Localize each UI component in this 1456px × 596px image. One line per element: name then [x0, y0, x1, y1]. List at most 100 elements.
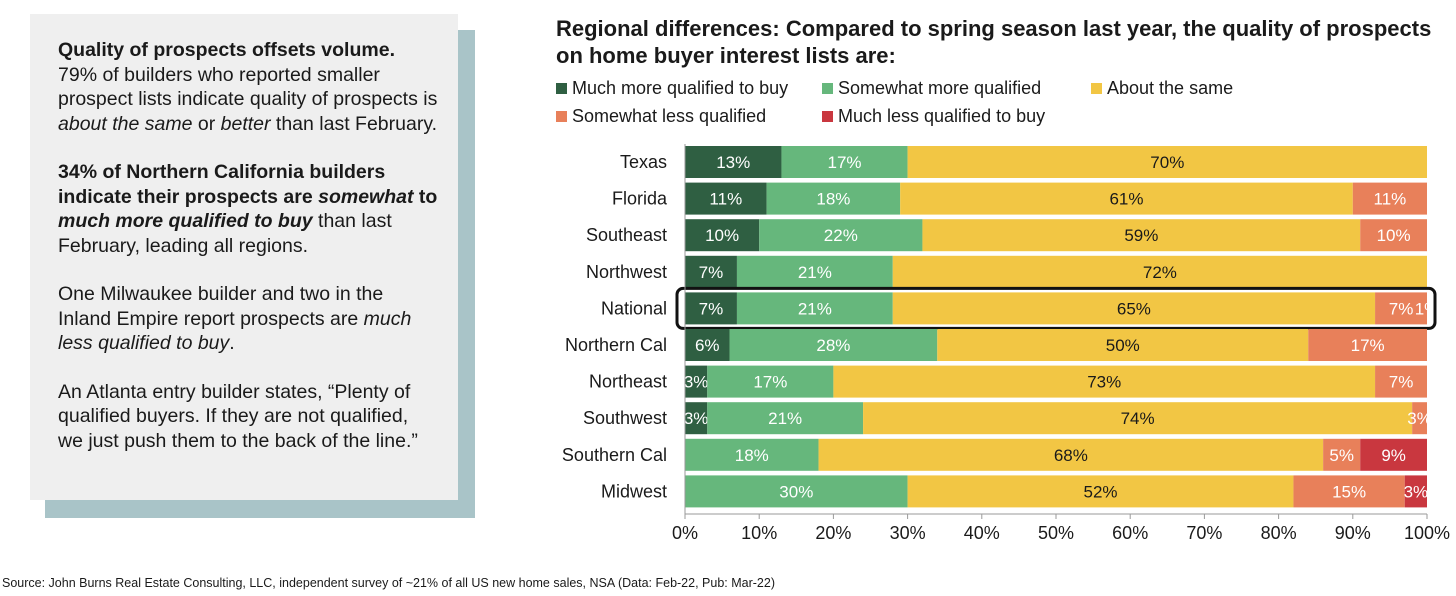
- bar-segment: [1412, 402, 1427, 435]
- x-tick-label: 20%: [815, 523, 851, 543]
- bar-segment: [685, 219, 760, 252]
- bar-segment: [1293, 475, 1405, 508]
- p1-text-a: 79% of builders who reported smaller pro…: [58, 63, 438, 111]
- data-label: 10%: [1377, 226, 1411, 245]
- p1-text-b: or: [192, 112, 221, 135]
- legend-swatch: [556, 111, 567, 122]
- data-label: 22%: [824, 226, 858, 245]
- bar-segment: [922, 219, 1361, 252]
- legend-item-3: Somewhat less qualified: [556, 106, 766, 127]
- commentary-paragraph-1: Quality of prospects offsets volume. 79%…: [58, 38, 438, 136]
- data-label: 7%: [1389, 373, 1414, 392]
- data-label: 68%: [1054, 446, 1088, 465]
- data-label: 13%: [716, 153, 750, 172]
- bar-segment: [685, 438, 819, 471]
- x-tick-label: 30%: [890, 523, 926, 543]
- data-label: 3%: [684, 373, 709, 392]
- data-label: 61%: [1109, 190, 1143, 209]
- data-label: 17%: [1351, 336, 1385, 355]
- legend-label: Much more qualified to buy: [572, 78, 789, 98]
- legend-swatch: [822, 111, 833, 122]
- p2-bold-a: 34% of Northern California builders indi…: [58, 161, 386, 208]
- data-label: 18%: [816, 190, 850, 209]
- chart-title: Regional differences: Compared to spring…: [556, 16, 1432, 68]
- x-tick-label: 90%: [1335, 523, 1371, 543]
- p2-text: than last February, leading all regions.: [58, 210, 392, 257]
- data-label: 74%: [1121, 409, 1155, 428]
- legend-item-1: Somewhat more qualified: [822, 78, 1041, 99]
- data-label: 18%: [735, 446, 769, 465]
- p1-bold: Quality of prospects offsets volume.: [58, 39, 395, 61]
- stacked-bar-chart: Texas 13% 17% 70% Florida 11% 18% 61% 11% Southea…: [562, 144, 1450, 543]
- p2-bold: 34% of Northern California builders indi…: [58, 161, 437, 232]
- bar-segment: [1360, 219, 1427, 252]
- highlight-box: [675, 286, 1437, 330]
- legend-item-2: About the same: [1091, 78, 1233, 99]
- data-label: 73%: [1087, 373, 1121, 392]
- bar-segment: [863, 402, 1413, 435]
- data-label: 70%: [1150, 153, 1184, 172]
- data-label: 5%: [1329, 446, 1354, 465]
- bar-segment: [937, 329, 1309, 361]
- bar-segment: [1375, 365, 1427, 398]
- data-label: 7%: [1389, 299, 1414, 318]
- bar-segment: [1308, 329, 1427, 361]
- data-label: 10%: [705, 226, 739, 245]
- data-label: 7%: [699, 263, 724, 282]
- data-label: 72%: [1143, 263, 1177, 282]
- data-label: 17%: [828, 153, 862, 172]
- data-label: 52%: [1084, 482, 1118, 501]
- legend-item-4: Much less qualified to buy: [822, 106, 1045, 127]
- p2-bold-em2: much more qualified to buy: [58, 210, 313, 232]
- commentary-paragraph-3: One Milwaukee builder and two in the Inl…: [58, 282, 438, 356]
- legend-swatch: [556, 83, 567, 94]
- bar-segment: [685, 365, 708, 398]
- bar-segment: [685, 329, 730, 361]
- bar-segment: [707, 402, 864, 435]
- category-label: Northwest: [586, 262, 667, 282]
- x-tick-label: 10%: [741, 523, 777, 543]
- source-note: Source: John Burns Real Estate Consultin…: [2, 576, 775, 590]
- data-label: 21%: [798, 263, 832, 282]
- bar-segment: [900, 182, 1353, 215]
- data-label: 1%: [1415, 299, 1440, 318]
- category-label: Southwest: [583, 408, 667, 428]
- data-label: 11%: [709, 190, 742, 209]
- data-label: 3%: [684, 409, 709, 428]
- x-tick-label: 50%: [1038, 523, 1074, 543]
- bar-segment: [892, 292, 1376, 325]
- bar-segment: [1323, 438, 1361, 471]
- data-label: 9%: [1381, 446, 1406, 465]
- legend-label: Somewhat less qualified: [572, 106, 767, 126]
- bar-segment: [685, 402, 708, 435]
- category-label: Northern Cal: [565, 335, 667, 355]
- data-label: 3%: [1407, 409, 1432, 428]
- commentary-paragraph-4: An Atlanta entry builder states, “Plenty…: [58, 380, 418, 452]
- bar-segment: [1352, 182, 1427, 215]
- category-label: Southern Cal: [562, 445, 667, 465]
- x-tick-label: 40%: [964, 523, 1000, 543]
- p1-em2: better: [220, 112, 271, 135]
- bar-segment: [833, 365, 1376, 398]
- bar-segment: [1404, 475, 1427, 508]
- bar-segment: [685, 255, 737, 288]
- x-tick-label: 80%: [1261, 523, 1297, 543]
- bar-segment: [685, 182, 767, 215]
- bar-segment: [907, 475, 1294, 508]
- x-tick-label: 70%: [1186, 523, 1222, 543]
- data-label: 11%: [1374, 190, 1407, 209]
- p2-bold-b: to: [413, 185, 438, 208]
- data-label: 65%: [1117, 299, 1151, 318]
- bar-segment: [892, 255, 1427, 288]
- data-label: 21%: [768, 409, 802, 428]
- data-label: 28%: [816, 336, 850, 355]
- bar-segment: [1360, 438, 1427, 471]
- bar-segment: [766, 182, 901, 215]
- bar-segment: [685, 292, 737, 325]
- bar-segment: [907, 146, 1427, 178]
- bar-segment: [685, 475, 908, 508]
- commentary-panel: Quality of prospects offsets volume. 79%…: [30, 14, 458, 500]
- p1-text-c: than last February.: [270, 112, 438, 135]
- x-tick-label: 100%: [1404, 523, 1450, 543]
- legend-swatch: [1091, 83, 1102, 94]
